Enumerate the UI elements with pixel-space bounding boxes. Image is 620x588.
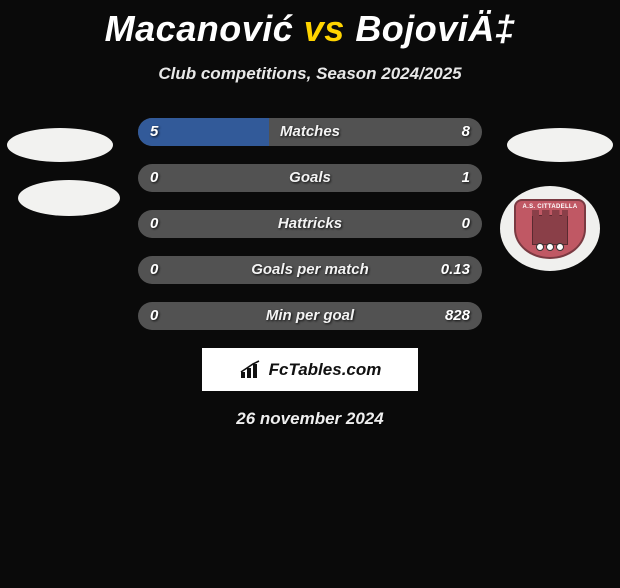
date-text: 26 november 2024 bbox=[0, 409, 620, 429]
stat-value-left: 0 bbox=[150, 164, 158, 192]
stat-label: Goals bbox=[289, 164, 331, 192]
stat-value-left: 0 bbox=[150, 210, 158, 238]
stat-value-right: 0.13 bbox=[441, 256, 470, 284]
vs-text: vs bbox=[304, 8, 345, 49]
stat-label: Goals per match bbox=[251, 256, 369, 284]
footer-brand-box: FcTables.com bbox=[202, 348, 418, 391]
player1-club-placeholder bbox=[18, 180, 120, 216]
player1-name: Macanović bbox=[105, 8, 294, 49]
stat-row: 5 Matches 8 bbox=[138, 118, 482, 146]
stat-value-right: 1 bbox=[462, 164, 470, 192]
player2-name: BojoviÄ‡ bbox=[355, 8, 515, 49]
stat-value-right: 0 bbox=[462, 210, 470, 238]
stat-row: 0 Hattricks 0 bbox=[138, 210, 482, 238]
player1-photo-placeholder bbox=[7, 128, 113, 162]
bars-icon bbox=[239, 360, 263, 380]
crest-shield: A.S. CITTADELLA bbox=[514, 199, 586, 259]
stat-label: Hattricks bbox=[278, 210, 342, 238]
stat-row: 0 Goals 1 bbox=[138, 164, 482, 192]
stat-value-left: 0 bbox=[150, 302, 158, 330]
stat-value-left: 0 bbox=[150, 256, 158, 284]
stat-value-right: 828 bbox=[445, 302, 470, 330]
crest-balls-icon bbox=[536, 243, 564, 251]
stat-value-right: 8 bbox=[462, 118, 470, 146]
stat-row: 0 Goals per match 0.13 bbox=[138, 256, 482, 284]
comparison-title: Macanović vs BojoviÄ‡ bbox=[0, 8, 620, 50]
stat-row: 0 Min per goal 828 bbox=[138, 302, 482, 330]
stat-label: Min per goal bbox=[266, 302, 354, 330]
crest-tower-icon bbox=[532, 215, 568, 245]
player2-club-crest: A.S. CITTADELLA bbox=[500, 186, 600, 271]
footer-brand-text: FcTables.com bbox=[269, 360, 382, 380]
stat-label: Matches bbox=[280, 118, 340, 146]
stat-value-left: 5 bbox=[150, 118, 158, 146]
subtitle: Club competitions, Season 2024/2025 bbox=[0, 64, 620, 84]
player2-photo-placeholder bbox=[507, 128, 613, 162]
